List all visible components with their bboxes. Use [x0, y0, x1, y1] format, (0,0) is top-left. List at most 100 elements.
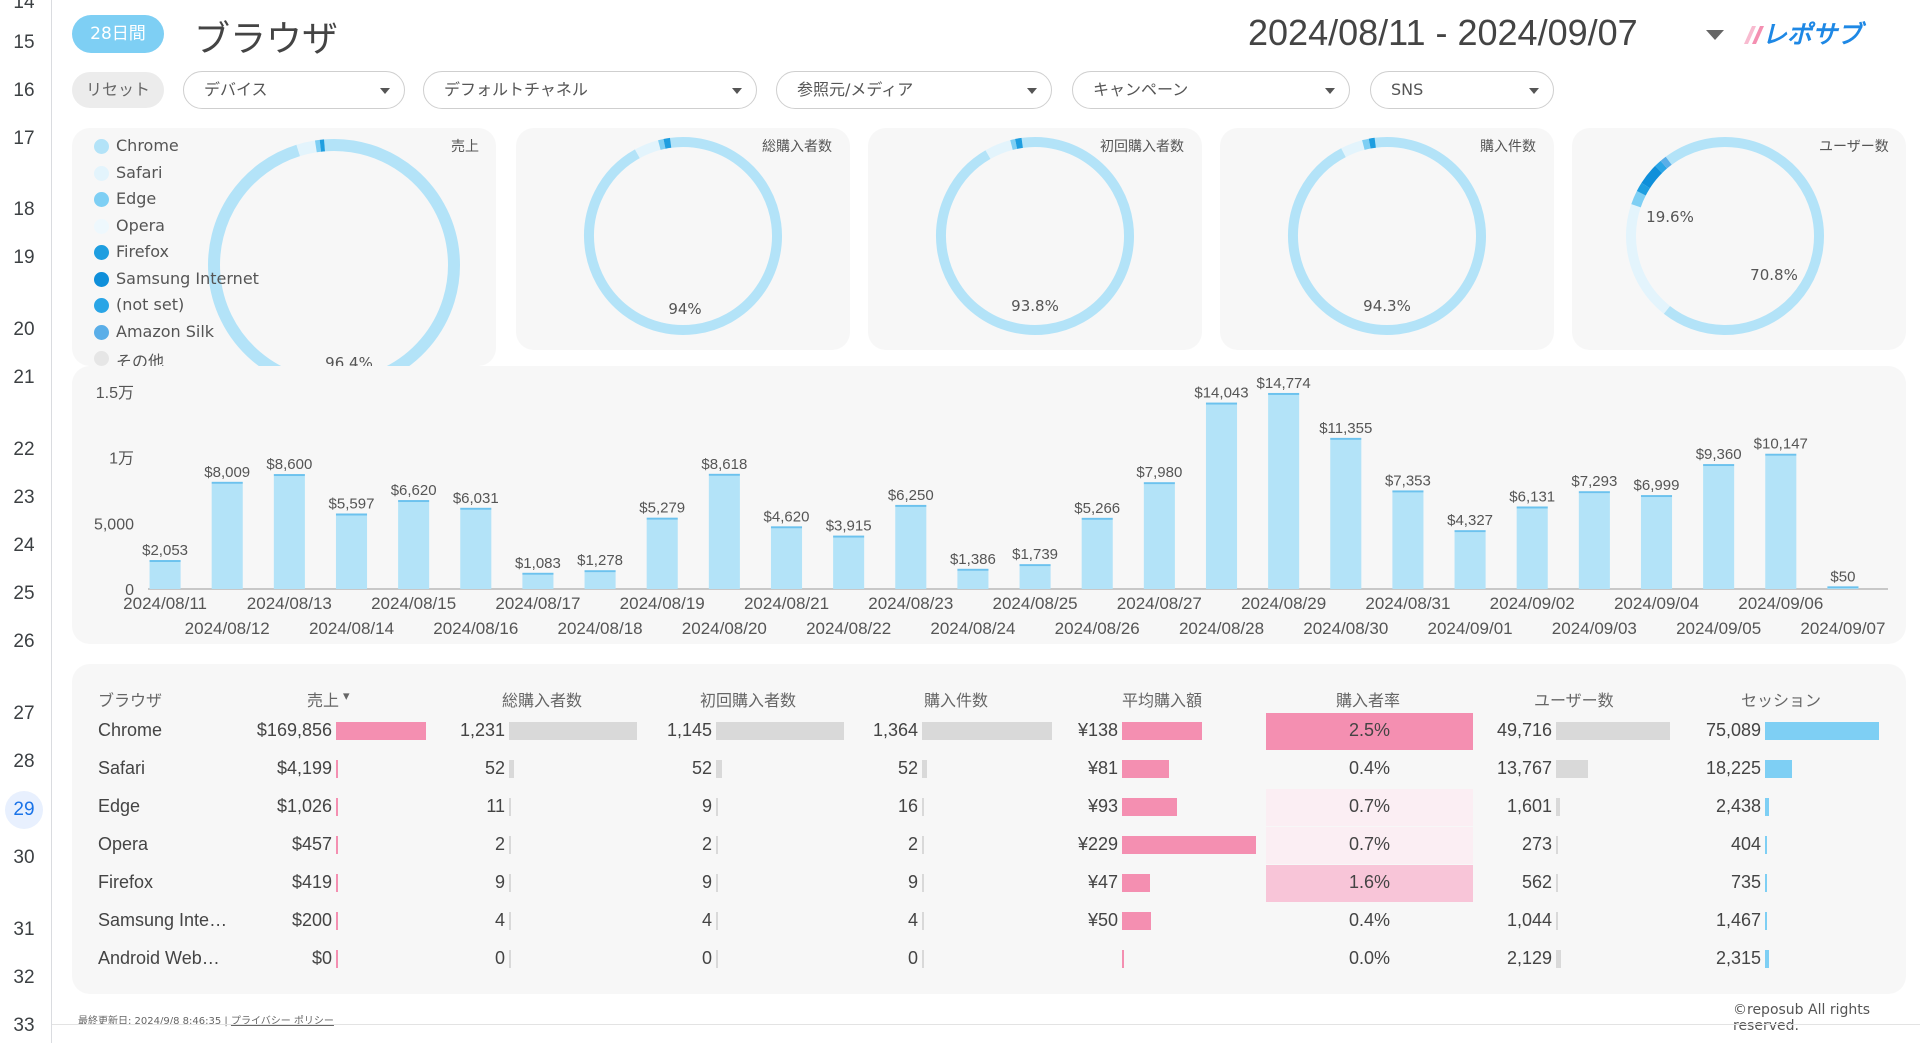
- avg-cell: ¥138: [1077, 720, 1118, 740]
- x-tick-label: 2024/08/16: [433, 619, 518, 638]
- bar: [1019, 566, 1051, 589]
- bar-value-label: $6,250: [888, 487, 934, 504]
- browser-name-cell[interactable]: Firefox: [98, 872, 154, 892]
- browser-name-cell[interactable]: Safari: [98, 758, 146, 778]
- x-tick-label: 2024/08/11: [123, 594, 207, 613]
- sns-filter-label: SNS: [1391, 80, 1424, 99]
- sales-cell: $0: [311, 948, 332, 968]
- bar-cap: [1640, 495, 1673, 498]
- sessions-cell: 75,089: [1705, 720, 1761, 740]
- privacy-policy-link[interactable]: プライバシー ポリシー: [230, 1016, 334, 1027]
- first-cell: 1,145: [666, 720, 712, 740]
- purchase-rate-heat: [1266, 865, 1473, 902]
- bar-value-label: $9,360: [1696, 446, 1742, 463]
- legend-swatch: [94, 139, 109, 154]
- row-number[interactable]: 29: [5, 791, 43, 829]
- bar: [1640, 497, 1673, 589]
- browser-name-cell[interactable]: Edge: [98, 796, 141, 816]
- row-number[interactable]: 22: [13, 439, 35, 460]
- row-number[interactable]: 30: [13, 847, 35, 868]
- x-tick-label: 2024/08/27: [1117, 594, 1202, 613]
- browser-name-cell[interactable]: Opera: [98, 834, 149, 854]
- buyers-cell: 52: [484, 758, 505, 778]
- avg-bar: [1122, 950, 1124, 968]
- date-range-dropdown-icon[interactable]: [1706, 30, 1724, 40]
- first-bar: [716, 950, 718, 968]
- sessions-bar: [1765, 950, 1769, 968]
- legend-label: Edge: [116, 189, 157, 208]
- table-header: 購入件数: [924, 691, 989, 710]
- bar-cap: [895, 504, 927, 507]
- sort-desc-icon[interactable]: ▾: [343, 689, 350, 704]
- x-tick-label: 2024/08/25: [993, 594, 1078, 613]
- row-number[interactable]: 23: [13, 487, 35, 508]
- x-tick-label: 2024/09/07: [1800, 619, 1885, 638]
- x-tick-label: 2024/08/28: [1179, 619, 1264, 638]
- users-cell: 13,767: [1496, 758, 1552, 778]
- first-bar: [716, 874, 718, 892]
- sessions-bar: [1765, 760, 1793, 778]
- bar-value-label: $1,278: [577, 552, 623, 569]
- campaign-filter[interactable]: キャンペーン: [1072, 71, 1350, 109]
- reposub-logo: レポサブ: [1744, 20, 1867, 49]
- reset-button[interactable]: リセット: [72, 72, 164, 108]
- row-number[interactable]: 14: [13, 0, 35, 13]
- legend-label: Amazon Silk: [116, 321, 215, 341]
- bar: [273, 476, 305, 589]
- avg-cell: ¥229: [1077, 834, 1118, 854]
- period-badge[interactable]: 28日間: [72, 15, 164, 53]
- first-bar: [716, 798, 718, 816]
- table-header[interactable]: 売上: [307, 691, 340, 710]
- campaign-filter-label: キャンペーン: [1093, 80, 1189, 99]
- table-header: 平均購入額: [1122, 691, 1203, 710]
- device-filter-label: デバイス: [204, 80, 268, 99]
- row-number[interactable]: 20: [13, 319, 35, 340]
- row-number[interactable]: 28: [13, 751, 35, 772]
- avg-cell: ¥93: [1087, 796, 1118, 816]
- default-channel-filter[interactable]: デフォルトチャネル: [423, 71, 757, 109]
- bar-cap: [833, 535, 865, 538]
- sns-filter[interactable]: SNS: [1370, 71, 1554, 109]
- row-number[interactable]: 25: [13, 583, 35, 604]
- browser-name-cell[interactable]: Android Web…: [98, 948, 220, 968]
- date-range-selector[interactable]: 2024/08/11 - 2024/09/07: [1248, 12, 1638, 53]
- row-number[interactable]: 15: [13, 32, 35, 53]
- legend-label: Chrome: [116, 136, 179, 155]
- row-number[interactable]: 21: [13, 367, 35, 388]
- donut-title: ユーザー数: [1819, 139, 1889, 155]
- orders-bar: [922, 912, 924, 930]
- x-tick-label: 2024/08/24: [930, 619, 1015, 638]
- row-number[interactable]: 32: [13, 967, 35, 988]
- bar-value-label: $8,618: [701, 456, 747, 473]
- row-number[interactable]: 16: [13, 80, 35, 101]
- row-number[interactable]: 19: [13, 247, 35, 268]
- browser-name-cell[interactable]: Samsung Inte…: [98, 910, 228, 930]
- bar-value-label: $4,327: [1447, 512, 1493, 529]
- bar-cap: [1019, 564, 1051, 567]
- row-number[interactable]: 24: [13, 535, 35, 556]
- orders-cell: 1,364: [872, 720, 918, 740]
- row-number[interactable]: 18: [13, 199, 35, 220]
- buyers-bar: [509, 760, 515, 778]
- bar: [833, 537, 865, 589]
- orders-cell: 16: [897, 796, 918, 816]
- bar-cap: [1205, 402, 1238, 405]
- row-number[interactable]: 27: [13, 703, 35, 724]
- purchase-rate-cell: 2.5%: [1349, 720, 1391, 740]
- row-number[interactable]: 31: [13, 919, 35, 940]
- buyers-bar: [509, 874, 511, 892]
- row-number[interactable]: 17: [13, 128, 35, 149]
- divider: [52, 1024, 1920, 1025]
- x-tick-label: 2024/08/14: [309, 619, 394, 638]
- table-header: 初回購入者数: [700, 691, 797, 710]
- device-filter[interactable]: デバイス: [183, 71, 405, 109]
- x-tick-label: 2024/08/15: [371, 594, 456, 613]
- source-medium-filter[interactable]: 参照元/メディア: [776, 71, 1052, 109]
- row-number[interactable]: 26: [13, 631, 35, 652]
- footer-separator: |: [224, 1016, 228, 1027]
- bar-value-label: $5,266: [1074, 500, 1120, 517]
- row-number[interactable]: 33: [13, 1015, 35, 1036]
- bar-cap: [211, 481, 243, 484]
- browser-name-cell[interactable]: Chrome: [98, 720, 163, 740]
- legend-swatch: [94, 245, 109, 260]
